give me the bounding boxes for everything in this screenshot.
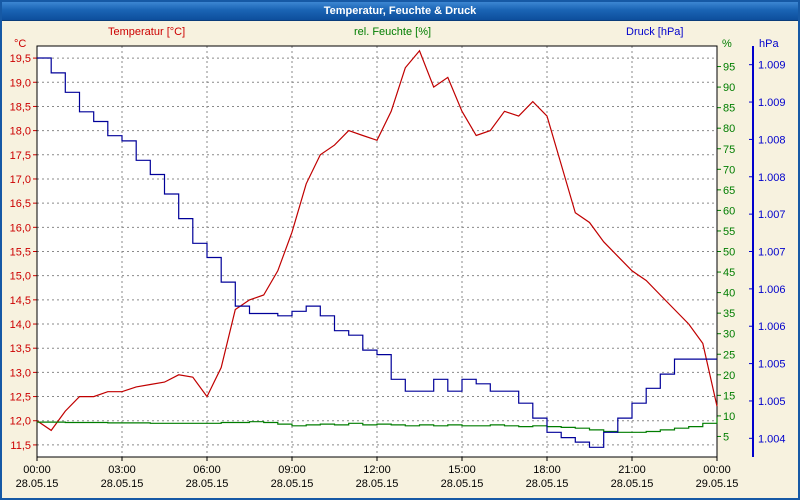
pressure-tick-label: 1.006	[758, 284, 786, 296]
pressure-axis-unit-label: hPa	[759, 38, 779, 50]
temperature-tick-label: 12,0	[10, 416, 31, 428]
x-time-label: 21:00	[618, 464, 646, 476]
chart-canvas: 11,5 12,0 12,5 13,0 13,5 14,0 14,5 15,0 15,5 16,0…	[10, 45, 786, 490]
x-date-label: 28.05.15	[441, 478, 484, 490]
pressure-tick-label: 1.007	[758, 247, 786, 259]
humidity-tick-label: 25	[723, 349, 735, 361]
x-date-label: 28.05.15	[271, 478, 314, 490]
x-time-label: 09:00	[278, 464, 306, 476]
temperature-tick-label: 19,5	[10, 53, 31, 65]
temperature-tick-label: 14,0	[10, 319, 31, 331]
humidity-tick-label: 85	[723, 103, 735, 115]
humidity-tick-label: 5	[723, 431, 729, 443]
pressure-tick-label: 1.009	[758, 97, 786, 109]
temperature-tick-label: 13,0	[10, 367, 31, 379]
x-date-label: 28.05.15	[611, 478, 654, 490]
temperature-tick-label: 12,5	[10, 392, 31, 404]
temperature-tick-label: 11,5	[10, 440, 31, 452]
humidity-axis-title: rel. Feuchte [%]	[354, 26, 432, 38]
pressure-tick-label: 1.009	[758, 60, 786, 72]
x-time-label: 00:00	[703, 464, 731, 476]
pressure-tick-label: 1.006	[758, 321, 786, 333]
pressure-tick-label: 1.005	[758, 396, 786, 408]
pressure-axis-title: Druck [hPa]	[626, 26, 684, 38]
window-title: Temperatur, Feuchte & Druck	[323, 5, 477, 17]
humidity-tick-label: 40	[723, 288, 735, 300]
humidity-tick-label: 10	[723, 411, 735, 423]
humidity-tick-label: 70	[723, 164, 735, 176]
pressure-tick-label: 1.008	[758, 134, 786, 146]
title-bar: Temperatur, Feuchte & Druck	[2, 2, 798, 21]
x-date-label: 28.05.15	[526, 478, 569, 490]
humidity-tick-label: 50	[723, 247, 735, 259]
humidity-tick-label: 45	[723, 267, 735, 279]
x-time-label: 00:00	[23, 464, 51, 476]
x-time-label: 12:00	[363, 464, 391, 476]
temperature-axis-unit-label: °C	[14, 38, 27, 50]
temperature-tick-label: 18,5	[10, 101, 31, 113]
temperature-tick-label: 15,0	[10, 271, 31, 283]
pressure-tick-label: 1.005	[758, 359, 786, 371]
temperature-tick-label: 13,5	[10, 343, 31, 355]
humidity-tick-label: 35	[723, 308, 735, 320]
humidity-tick-label: 95	[723, 62, 735, 74]
humidity-tick-label: 30	[723, 329, 735, 341]
temperature-tick-label: 17,5	[10, 150, 31, 162]
pressure-tick-label: 1.008	[758, 172, 786, 184]
humidity-tick-label: 55	[723, 226, 735, 238]
x-date-label: 28.05.15	[101, 478, 144, 490]
x-time-label: 15:00	[448, 464, 476, 476]
x-date-label: 28.05.15	[16, 478, 59, 490]
chart-region: Temperatur [°C] rel. Feuchte [%] Druck […	[2, 21, 798, 498]
pressure-tick-label: 1.004	[758, 433, 786, 445]
humidity-tick-label: 80	[723, 123, 735, 135]
temperature-tick-label: 16,5	[10, 198, 31, 210]
pressure-tick-label: 1.007	[758, 209, 786, 221]
temperature-tick-label: 15,5	[10, 247, 31, 259]
temperature-tick-label: 16,0	[10, 222, 31, 234]
humidity-tick-label: 75	[723, 144, 735, 156]
x-date-label: 29.05.15	[696, 478, 739, 490]
x-time-label: 06:00	[193, 464, 221, 476]
pressure-line	[37, 57, 717, 448]
x-date-label: 28.05.15	[186, 478, 229, 490]
temperature-tick-label: 19,0	[10, 77, 31, 89]
temperature-line	[36, 49, 718, 432]
temperature-tick-label: 17,0	[10, 174, 31, 186]
x-time-label: 03:00	[108, 464, 136, 476]
humidity-tick-label: 90	[723, 82, 735, 94]
humidity-tick-label: 15	[723, 390, 735, 402]
humidity-tick-label: 65	[723, 185, 735, 197]
humidity-tick-label: 20	[723, 370, 735, 382]
temperature-tick-label: 18,0	[10, 126, 31, 138]
temperature-axis-title: Temperatur [°C]	[108, 26, 186, 38]
x-time-label: 18:00	[533, 464, 561, 476]
humidity-axis-unit-label: %	[722, 38, 732, 50]
plot-border	[36, 45, 718, 458]
x-date-label: 28.05.15	[356, 478, 399, 490]
humidity-tick-label: 60	[723, 205, 735, 217]
temperature-tick-label: 14,5	[10, 295, 31, 307]
